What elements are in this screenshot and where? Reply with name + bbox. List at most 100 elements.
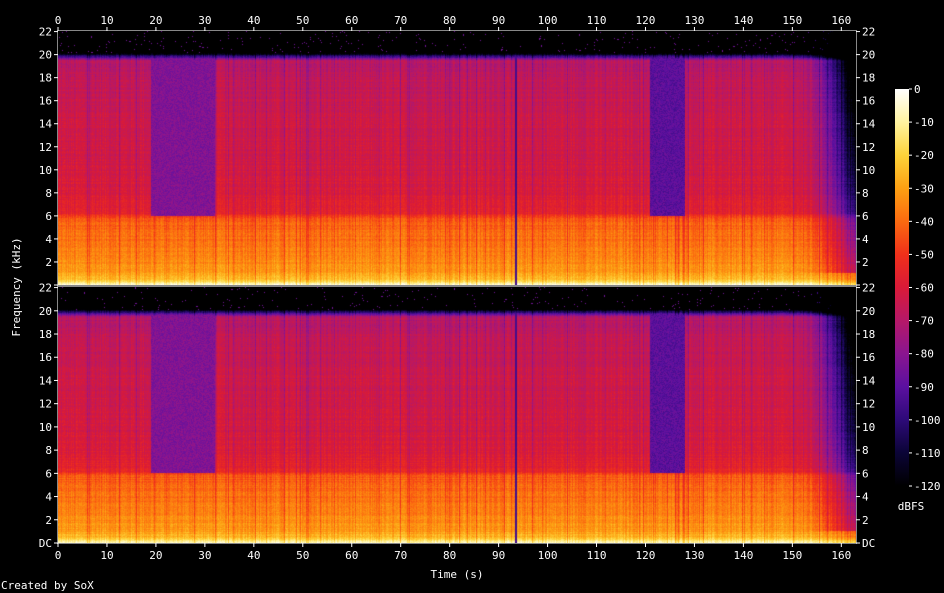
y-tick-label-left: 22 [39,282,52,295]
x-tick-label-top: 70 [394,14,407,27]
y-tick-label-left: 12 [39,398,52,411]
y-axis-label: Frequency (kHz) [10,237,23,336]
y-tick-label-left: 22 [39,26,52,39]
y-tick-label-right: 4 [862,491,869,504]
x-tick-label-top: 0 [55,14,62,27]
x-tick-label-bottom: 60 [345,549,358,562]
created-by-credit: Created by SoX [1,579,94,592]
y-tick-label-left: 6 [45,210,52,223]
y-tick-label-right: 20 [862,49,875,62]
colorbar-tick-label: -10 [914,116,934,129]
x-tick-label-bottom: 160 [831,549,851,562]
x-axis-label: Time (s) [431,568,484,581]
x-tick-label-bottom: 40 [247,549,260,562]
y-tick-label-left: 8 [45,187,52,200]
channel-2-panel [58,287,856,543]
x-tick-label-top: 160 [831,14,851,27]
x-tick-label-bottom: 150 [782,549,802,562]
x-tick-label-top: 20 [149,14,162,27]
y-tick-label-right: 8 [862,444,869,457]
y-tick-label-left: 10 [39,164,52,177]
x-tick-label-top: 110 [587,14,607,27]
y-tick-label-left: 2 [45,514,52,527]
y-tick-label-right: 22 [862,26,875,39]
y-tick-label-right: 20 [862,305,875,318]
x-tick-label-top: 140 [733,14,753,27]
x-tick-label-top: 80 [443,14,456,27]
x-tick-label-top: 40 [247,14,260,27]
x-tick-label-top: 130 [685,14,705,27]
colorbar-tick-label: -90 [914,381,934,394]
colorbar-tick-label: -120 [914,480,941,493]
y-tick-label-right: 4 [862,233,869,246]
y-tick-label-left: 14 [39,374,53,387]
y-tick-label-right: 18 [862,328,875,341]
x-tick-label-bottom: 80 [443,549,456,562]
channel-1-panel [58,31,856,285]
y-tick-label-right: 16 [862,351,875,364]
colorbar-tick-label: -30 [914,182,934,195]
y-tick-label-left: 12 [39,141,52,154]
y-tick-label-left: 10 [39,421,52,434]
y-tick-label-right: 14 [862,374,876,387]
x-tick-label-bottom: 100 [538,549,558,562]
y-tick-label-right: 2 [862,256,869,269]
y-tick-label-left: 4 [45,233,52,246]
y-tick-label-right: 6 [862,467,869,480]
x-tick-label-bottom: 140 [733,549,753,562]
colorbar-tick-label: -40 [914,215,934,228]
y-tick-label-right: 12 [862,398,875,411]
x-tick-label-bottom: 110 [587,549,607,562]
x-tick-label-bottom: 20 [149,549,162,562]
y-tick-label-left: 6 [45,467,52,480]
colorbar-tick-label: -80 [914,348,934,361]
y-tick-label-right: 22 [862,282,875,295]
x-tick-label-top: 30 [198,14,211,27]
y-tick-label-right: 8 [862,187,869,200]
axes: 0 0 10 10 20 20 30 30 40 40 50 50 60 60 70 70 80 80 90 90 10… [39,14,876,562]
colorbar-tick-label: -100 [914,414,941,427]
x-tick-label-bottom: 30 [198,549,211,562]
y-tick-label-left: 2 [45,256,52,269]
y-tick-label-right: 2 [862,514,869,527]
colorbar-gradient [895,89,909,486]
y-tick-label-left: 20 [39,49,52,62]
y-tick-label-right: 6 [862,210,869,223]
x-tick-label-bottom: 90 [492,549,505,562]
y-tick-label-left: 14 [39,118,53,131]
colorbar-label: dBFS [898,500,925,513]
y-tick-label-right: DC [862,537,875,550]
x-tick-label-bottom: 130 [685,549,705,562]
colorbar-tick-label: -60 [914,282,934,295]
channel-2-panel-frame [57,286,857,544]
y-tick-label-left: 18 [39,328,52,341]
colorbar: 0 -10 -20 -30 -40 -50 -60 -70 -80 -90 -100 -110 -120 [895,83,941,493]
x-tick-label-top: 150 [782,14,802,27]
colorbar-tick-label: -20 [914,149,934,162]
x-tick-label-top: 120 [636,14,656,27]
spectrogram-panels [58,31,856,543]
x-tick-label-top: 10 [100,14,113,27]
y-tick-label-right: 14 [862,118,876,131]
x-tick-label-bottom: 0 [55,549,62,562]
x-tick-label-bottom: 50 [296,549,309,562]
y-tick-label-left: 8 [45,444,52,457]
y-tick-label-left: 18 [39,72,52,85]
x-tick-label-top: 90 [492,14,505,27]
colorbar-tick-label: 0 [914,83,921,96]
colorbar-tick-label: -110 [914,447,941,460]
x-tick-label-bottom: 120 [636,549,656,562]
y-tick-label-left: 4 [45,491,52,504]
x-tick-label-bottom: 70 [394,549,407,562]
y-tick-label-right: 18 [862,72,875,85]
y-tick-label-left: 16 [39,351,52,364]
x-tick-label-bottom: 10 [100,549,113,562]
colorbar-tick-label: -50 [914,248,934,261]
y-tick-label-right: 16 [862,95,875,108]
y-tick-label-left: DC [39,537,52,550]
channel-1-panel-frame [57,30,857,286]
y-tick-label-right: 10 [862,164,875,177]
x-tick-label-top: 60 [345,14,358,27]
y-tick-label-left: 16 [39,95,52,108]
